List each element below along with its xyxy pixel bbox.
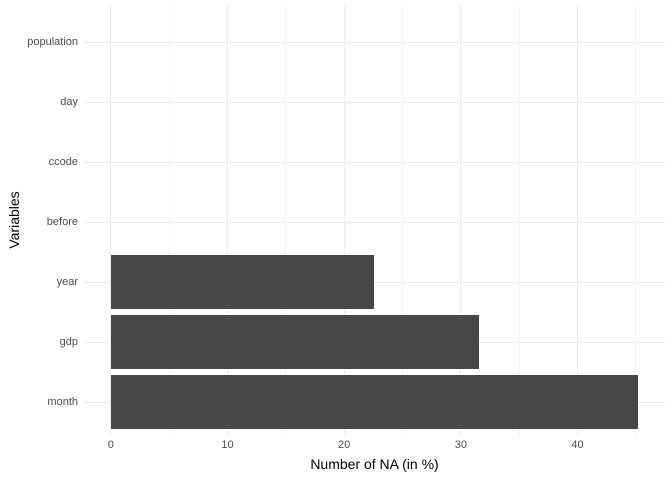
gridline-y-major xyxy=(84,161,665,163)
plot-panel xyxy=(84,6,665,435)
gridline-x-major xyxy=(227,6,228,435)
x-tick-label: 40 xyxy=(571,439,584,451)
y-tick-label: before xyxy=(46,216,78,229)
y-axis-title: Variables xyxy=(6,191,22,249)
x-tick-label: 30 xyxy=(454,439,467,451)
x-tick-label: 10 xyxy=(221,439,234,451)
gridline-y-major xyxy=(84,221,665,223)
gridline-x-major xyxy=(110,6,112,435)
gridline-x-major xyxy=(343,6,345,435)
gridline-x-minor xyxy=(402,6,403,435)
bar-gdp xyxy=(110,315,480,370)
gridline-x-minor xyxy=(635,6,637,435)
bar-month xyxy=(110,375,639,430)
y-tick-label: day xyxy=(60,96,78,109)
x-tick-label: 20 xyxy=(338,439,351,451)
gridline-y-major xyxy=(84,41,665,43)
x-axis-title: Number of NA (in %) xyxy=(310,456,439,472)
gridline-x-major xyxy=(577,6,578,435)
gridline-x-minor xyxy=(168,6,170,435)
gridline-y-major xyxy=(84,101,665,103)
bar-year xyxy=(110,255,375,310)
y-tick-label: population xyxy=(27,36,78,48)
gridline-y-major xyxy=(84,281,665,283)
gridline-x-major xyxy=(460,6,462,435)
gridline-x-minor xyxy=(518,6,520,435)
y-tick-label: gdp xyxy=(59,336,78,349)
y-tick-label: year xyxy=(56,276,78,289)
x-tick-label: 0 xyxy=(107,439,114,451)
y-tick-label: ccode xyxy=(48,156,78,169)
y-tick-label: month xyxy=(47,396,78,409)
gridline-x-minor xyxy=(285,6,287,435)
